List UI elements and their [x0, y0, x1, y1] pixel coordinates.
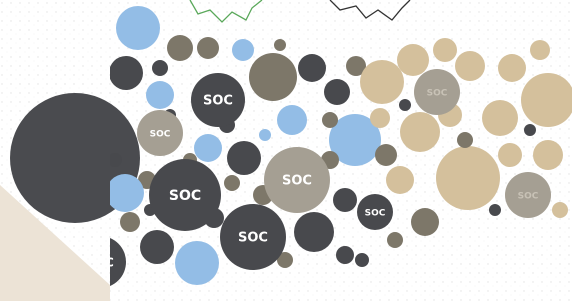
bubble-label: SOC	[518, 192, 539, 202]
bubble	[333, 188, 357, 212]
bubble	[140, 230, 174, 264]
bubble	[530, 40, 550, 60]
bubble	[249, 53, 297, 101]
bubble	[146, 81, 174, 109]
bubble	[116, 6, 160, 50]
bubble	[360, 60, 404, 104]
bubble	[552, 202, 568, 218]
bubble	[108, 153, 122, 167]
bubble	[355, 253, 369, 267]
bubble	[498, 143, 522, 167]
bubble	[386, 166, 414, 194]
bubble	[411, 208, 439, 236]
bubble	[197, 37, 219, 59]
bubble-label: SOC	[282, 174, 312, 189]
bubble-label: SOC	[238, 231, 268, 246]
bubble	[533, 140, 563, 170]
bubble	[436, 146, 500, 210]
bubble	[277, 105, 307, 135]
bubble	[106, 174, 144, 212]
bubble	[167, 35, 193, 61]
bubble	[524, 124, 536, 136]
bubble	[433, 38, 457, 62]
bubble	[387, 232, 403, 248]
bubble	[489, 204, 501, 216]
bubble	[399, 99, 411, 111]
bubble-label: SOC	[365, 209, 386, 219]
bubble-label: SOC	[203, 94, 233, 109]
bubble	[274, 39, 286, 51]
bubble	[400, 112, 440, 152]
bubble	[370, 108, 390, 128]
bubble	[259, 129, 271, 141]
bubble-label: SOC	[150, 130, 171, 140]
bubble	[232, 39, 254, 61]
bubble	[375, 144, 397, 166]
illustration: SOCSOCSOCSOCSOCSOCSOCSOCSOC	[0, 0, 572, 301]
bubble	[336, 246, 354, 264]
bubble	[175, 241, 219, 285]
bubble	[397, 44, 429, 76]
bubble	[498, 54, 526, 82]
bubble	[455, 51, 485, 81]
bubble-label: SOC	[427, 89, 448, 99]
bubble	[457, 132, 473, 148]
bubble	[194, 134, 222, 162]
bubble	[298, 54, 326, 82]
bubble	[482, 100, 518, 136]
bubble	[324, 79, 350, 105]
bubble	[224, 175, 240, 191]
bubble	[109, 56, 143, 90]
bubble	[152, 60, 168, 76]
bubble	[322, 112, 338, 128]
bubble	[227, 141, 261, 175]
page: SOCSOCSOCSOCSOCSOCSOCSOCSOC (() => { con…	[0, 0, 572, 301]
bubble	[120, 212, 140, 232]
bubble	[294, 212, 334, 252]
bubble-label: SOC	[169, 188, 201, 204]
